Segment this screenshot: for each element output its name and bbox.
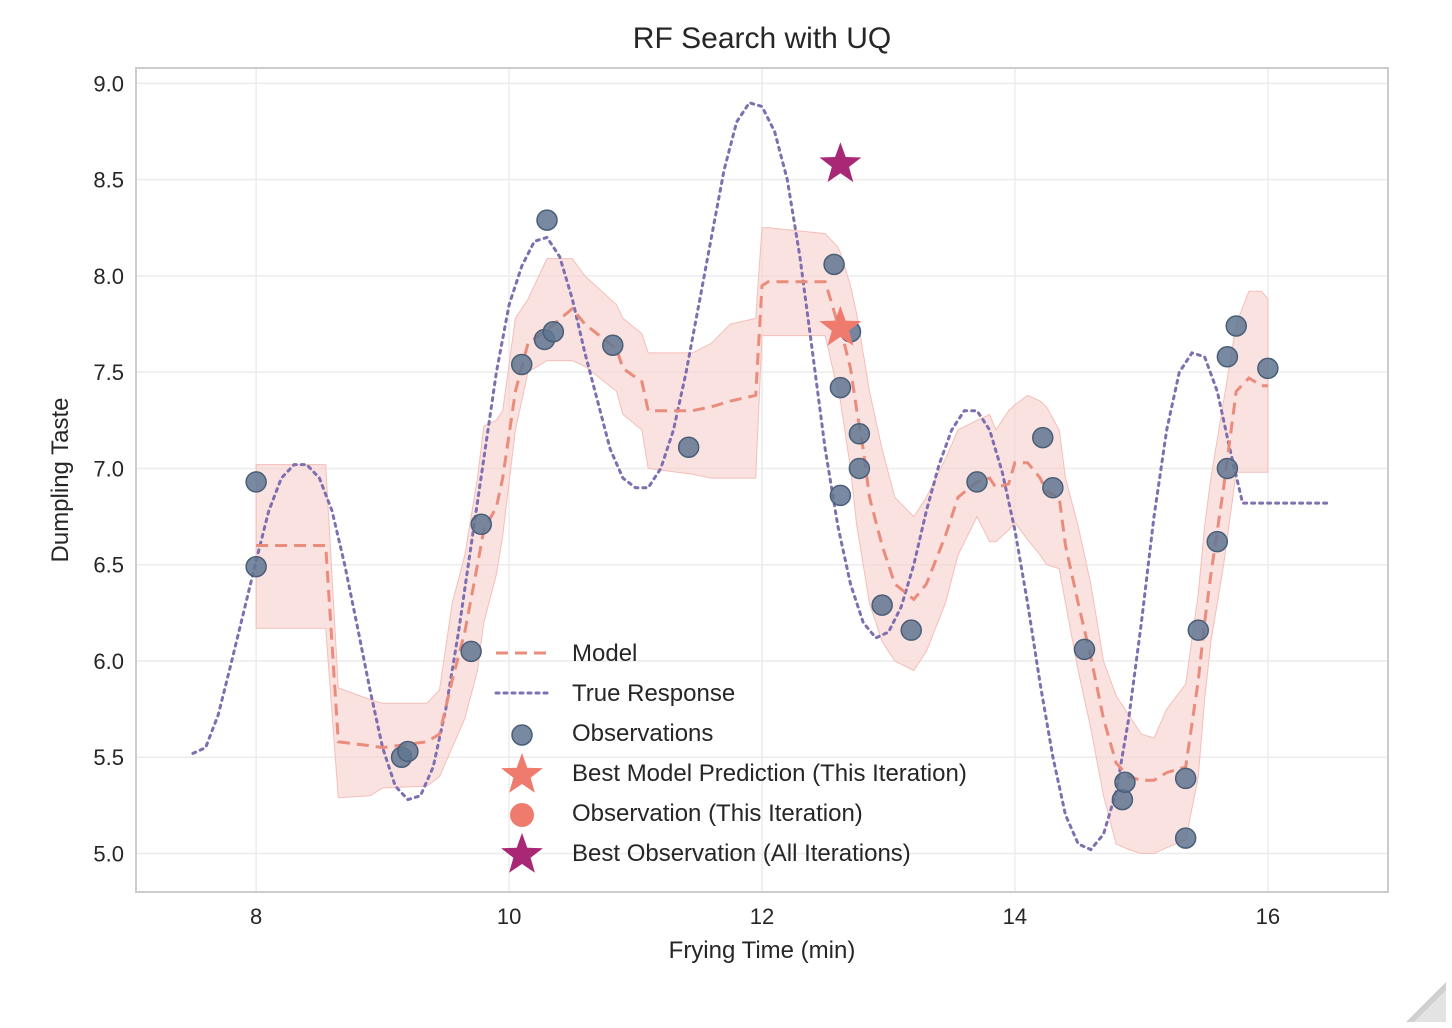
plot-area	[191, 100, 1333, 854]
legend-star-swatch	[501, 833, 543, 873]
observation-point	[677, 436, 700, 459]
legend-observations-swatch	[511, 724, 533, 746]
chart-title: RF Search with UQ	[633, 22, 891, 55]
resize-handle-icon[interactable]	[1406, 982, 1446, 1022]
legend-label: True Response	[572, 680, 735, 707]
observation-point	[848, 423, 871, 445]
observation-point	[536, 209, 558, 231]
y-tick-label: 5.0	[93, 841, 124, 866]
observation-point	[829, 484, 852, 507]
observation-point	[397, 740, 419, 763]
observation-point	[1206, 530, 1229, 553]
observation-point	[1216, 346, 1239, 368]
legend: Model True Response Observations Best Model…	[494, 640, 967, 873]
grid	[136, 68, 1388, 892]
x-tick-label: 14	[1003, 904, 1027, 929]
observation-point	[1032, 426, 1054, 449]
observation-point	[829, 376, 852, 399]
observation-point	[900, 619, 922, 641]
y-tick-label: 6.5	[93, 553, 124, 578]
observation-point	[1216, 457, 1239, 480]
observation-point	[871, 594, 893, 616]
observation-point	[510, 353, 533, 376]
observation-point	[1042, 476, 1064, 499]
legend-label: Best Observation (All Iterations)	[572, 840, 911, 867]
y-tick-label: 7.5	[93, 360, 124, 385]
y-tick-label: 6.0	[93, 649, 124, 674]
observation-point	[1174, 767, 1197, 790]
true-response-line	[191, 100, 1333, 852]
y-tick-label: 5.5	[93, 745, 124, 770]
legend-label: Best Model Prediction (This Iteration)	[572, 760, 967, 787]
best-model-prediction-marker	[819, 305, 862, 346]
observation-point	[1174, 827, 1197, 849]
legend-observation-this-iteration-swatch	[510, 803, 534, 827]
observation-point	[460, 640, 482, 663]
plot-frame	[135, 67, 1389, 893]
y-tick-label: 8.5	[93, 168, 124, 193]
observation-point	[848, 457, 871, 480]
observation-point	[823, 253, 845, 276]
y-tick-label: 7.0	[93, 456, 124, 481]
uncertainty-band	[255, 227, 1269, 854]
x-axis-ticks: 8 10 12 14 16	[250, 904, 1280, 929]
observation-point	[602, 334, 624, 356]
observation-point	[1257, 357, 1279, 380]
observation-point	[1225, 315, 1247, 337]
observation-point	[1073, 638, 1096, 661]
x-tick-label: 10	[497, 904, 521, 929]
y-tick-label: 9.0	[93, 71, 124, 96]
observation-point	[1187, 619, 1210, 641]
y-tick-label: 8.0	[93, 264, 124, 289]
observation-point	[966, 471, 988, 493]
x-axis-label: Frying Time (min)	[669, 937, 856, 964]
x-tick-label: 12	[750, 904, 774, 929]
observation-point	[542, 321, 565, 343]
legend-label: Observations	[572, 720, 713, 747]
legend-star-swatch	[501, 753, 543, 793]
observation-point	[245, 471, 267, 493]
observation-point	[1114, 771, 1136, 794]
x-tick-label: 16	[1256, 904, 1280, 929]
legend-label: Model	[572, 640, 637, 667]
best-observation-marker	[819, 142, 862, 183]
legend-label: Observation (This Iteration)	[572, 800, 863, 827]
y-axis-label: Dumpling Taste	[47, 398, 74, 563]
y-axis-ticks: 5.0 5.5 6.0 6.5 7.0 7.5 8.0 8.5 9.0	[93, 71, 124, 866]
observation-point	[470, 513, 492, 536]
x-tick-label: 8	[250, 904, 262, 929]
observation-point	[245, 555, 267, 578]
model-line	[256, 280, 1268, 782]
